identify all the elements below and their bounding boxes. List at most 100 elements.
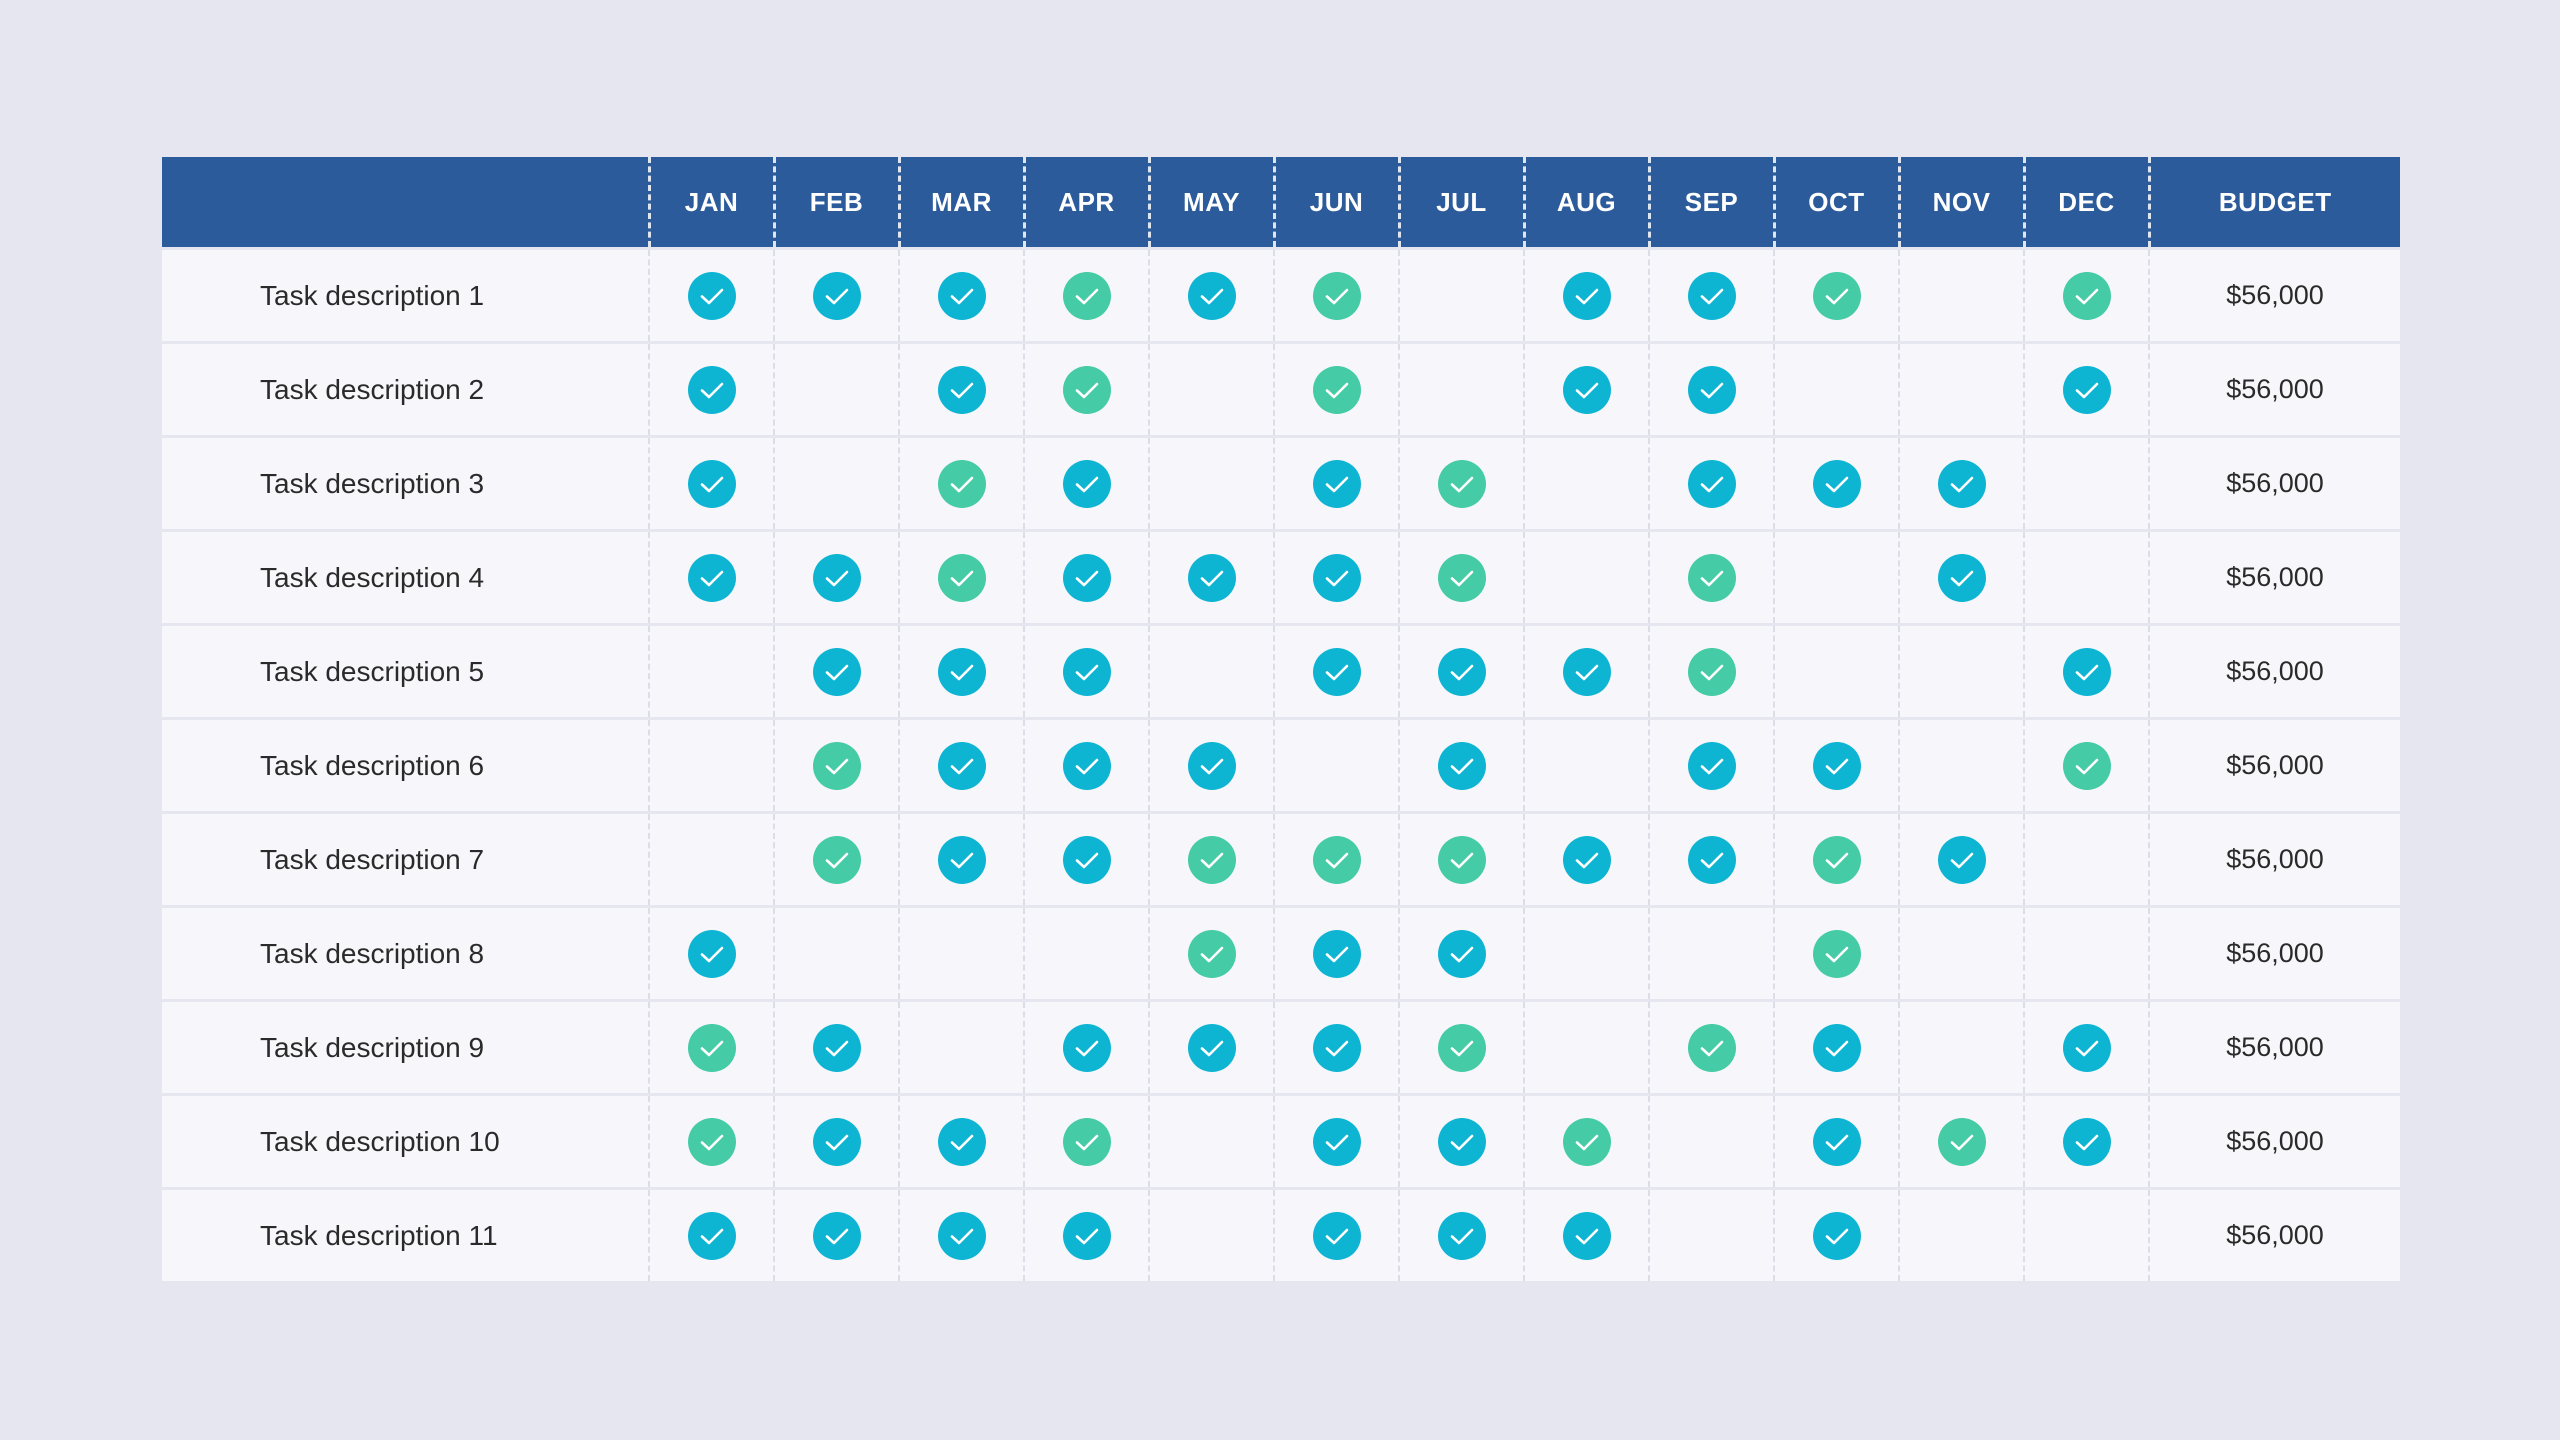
month-cell-jun [1273, 811, 1399, 907]
header-month-sep: SEP [1647, 157, 1774, 249]
month-cell-apr [1023, 811, 1149, 907]
month-cell-feb [773, 1187, 899, 1281]
budget-value: $56,000 [2148, 999, 2400, 1095]
month-cell-jun [1273, 529, 1399, 625]
table-body: Task description 1 $56,000 Task descriptio… [162, 247, 2400, 1281]
month-cell-jun [1273, 905, 1399, 1001]
check-circle-icon-cyan [1187, 1023, 1236, 1072]
month-cell-nov [1898, 905, 2024, 1001]
check-circle-icon-green [1312, 835, 1361, 884]
schedule-table: JAN FEB MAR APR MAY JUN JUL AUG SEP OCT NOV DEC BUDG… [162, 157, 2400, 1281]
check-circle-icon-green [1437, 1023, 1486, 1072]
month-cell-sep [1648, 1187, 1774, 1281]
month-cell-jul [1398, 905, 1524, 1001]
month-cell-aug [1523, 811, 1649, 907]
task-description: Task description 7 [162, 811, 649, 907]
month-cell-apr [1023, 999, 1149, 1095]
check-circle-icon-green [937, 459, 986, 508]
check-circle-icon-cyan [1812, 1023, 1861, 1072]
month-cell-dec [2023, 905, 2149, 1001]
check-circle-icon-cyan [1687, 271, 1736, 320]
month-cell-aug [1523, 341, 1649, 437]
month-cell-may [1148, 247, 1274, 343]
month-cell-nov [1898, 1187, 2024, 1281]
month-cell-feb [773, 1093, 899, 1189]
table-row: Task description 10 $56,000 [162, 1093, 2400, 1189]
budget-value: $56,000 [2148, 811, 2400, 907]
month-cell-jan [648, 717, 774, 813]
month-cell-feb [773, 529, 899, 625]
check-circle-icon-cyan [1562, 1211, 1611, 1260]
month-cell-apr [1023, 247, 1149, 343]
header-row: JAN FEB MAR APR MAY JUN JUL AUG SEP OCT NOV DEC BUDG… [162, 157, 2400, 249]
month-cell-jul [1398, 999, 1524, 1095]
month-cell-jul [1398, 811, 1524, 907]
month-cell-jun [1273, 717, 1399, 813]
month-cell-dec [2023, 341, 2149, 437]
check-circle-icon-cyan [1562, 647, 1611, 696]
month-cell-may [1148, 529, 1274, 625]
month-cell-aug [1523, 1093, 1649, 1189]
check-circle-icon-cyan [1312, 1211, 1361, 1260]
check-circle-icon-green [1937, 1117, 1986, 1166]
month-cell-apr [1023, 623, 1149, 719]
check-circle-icon-cyan [687, 271, 736, 320]
month-cell-sep [1648, 623, 1774, 719]
month-cell-aug [1523, 717, 1649, 813]
month-cell-jul [1398, 529, 1524, 625]
check-circle-icon-green [1062, 271, 1111, 320]
header-month-jan: JAN [647, 157, 774, 249]
check-circle-icon-cyan [937, 271, 986, 320]
check-circle-icon-cyan [1062, 1211, 1111, 1260]
check-circle-icon-cyan [1812, 1211, 1861, 1260]
month-cell-oct [1773, 435, 1899, 531]
check-circle-icon-cyan [1312, 459, 1361, 508]
budget-value: $56,000 [2148, 341, 2400, 437]
header-month-oct: OCT [1772, 157, 1899, 249]
check-circle-icon-cyan [1312, 1023, 1361, 1072]
month-cell-may [1148, 1187, 1274, 1281]
check-circle-icon-cyan [1687, 741, 1736, 790]
month-cell-jan [648, 247, 774, 343]
table-row: Task description 8 $56,000 [162, 905, 2400, 1001]
check-circle-icon-cyan [1312, 1117, 1361, 1166]
check-circle-icon-cyan [812, 553, 861, 602]
month-cell-sep [1648, 811, 1774, 907]
month-cell-dec [2023, 623, 2149, 719]
check-circle-icon-cyan [687, 929, 736, 978]
month-cell-sep [1648, 247, 1774, 343]
check-circle-icon-cyan [1312, 929, 1361, 978]
check-circle-icon-cyan [1437, 929, 1486, 978]
check-circle-icon-green [2062, 741, 2111, 790]
check-circle-icon-cyan [1437, 741, 1486, 790]
schedule-table-container: JAN FEB MAR APR MAY JUN JUL AUG SEP OCT NOV DEC BUDG… [162, 157, 2400, 1281]
month-cell-sep [1648, 717, 1774, 813]
check-circle-icon-cyan [1437, 1117, 1486, 1166]
table-row: Task description 6 $56,000 [162, 717, 2400, 813]
task-description: Task description 10 [162, 1093, 649, 1189]
check-circle-icon-cyan [1687, 365, 1736, 414]
month-cell-jul [1398, 341, 1524, 437]
check-circle-icon-cyan [1187, 553, 1236, 602]
month-cell-aug [1523, 999, 1649, 1095]
check-circle-icon-cyan [937, 365, 986, 414]
month-cell-dec [2023, 435, 2149, 531]
month-cell-oct [1773, 247, 1899, 343]
header-budget: BUDGET [2147, 157, 2400, 249]
check-circle-icon-green [812, 835, 861, 884]
month-cell-sep [1648, 341, 1774, 437]
month-cell-oct [1773, 529, 1899, 625]
month-cell-jan [648, 905, 774, 1001]
month-cell-nov [1898, 811, 2024, 907]
check-circle-icon-cyan [1812, 459, 1861, 508]
header-month-jun: JUN [1272, 157, 1399, 249]
check-circle-icon-cyan [1062, 553, 1111, 602]
month-cell-jan [648, 1093, 774, 1189]
month-cell-apr [1023, 435, 1149, 531]
check-circle-icon-cyan [812, 1023, 861, 1072]
month-cell-mar [898, 999, 1024, 1095]
check-circle-icon-cyan [1062, 459, 1111, 508]
month-cell-feb [773, 999, 899, 1095]
task-description: Task description 1 [162, 247, 649, 343]
table-row: Task description 9 $56,000 [162, 999, 2400, 1095]
